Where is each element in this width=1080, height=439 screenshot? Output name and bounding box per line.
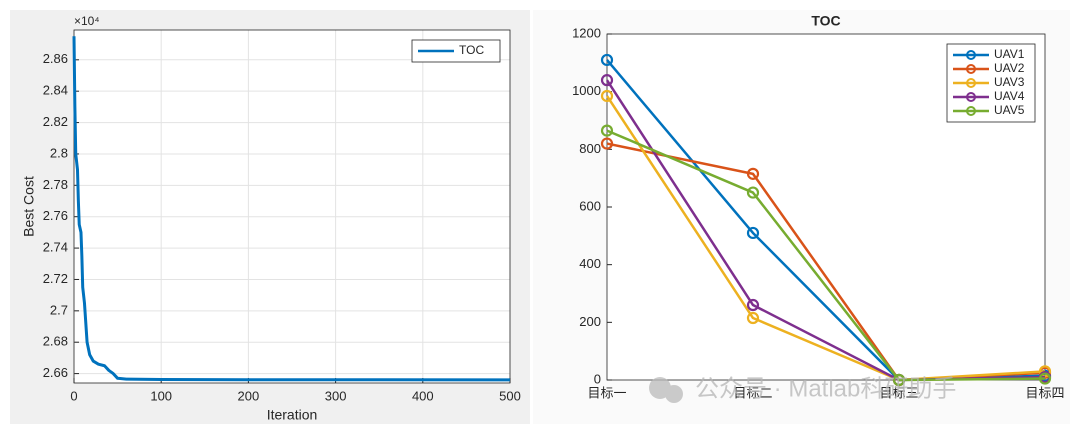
y-tick-label: 1000: [572, 83, 601, 98]
legend-marker: [966, 64, 976, 74]
y-axis-label: Best Cost: [21, 176, 37, 237]
y-tick-label: 2.74: [43, 240, 68, 255]
data-point: [746, 311, 760, 325]
chart-title: TOC: [811, 13, 840, 29]
y-tick-label: 400: [579, 256, 601, 271]
legend-label: UAV5: [994, 103, 1025, 117]
y-tick-label: 600: [579, 198, 601, 213]
legend-label: UAV2: [994, 61, 1025, 75]
x-tick-label: 100: [150, 388, 172, 403]
axes-background: [74, 30, 510, 383]
y-tick-label: 1200: [572, 25, 601, 40]
y-tick-label: 2.78: [43, 177, 68, 192]
axes-box: [606, 33, 1046, 381]
data-point: [600, 124, 614, 137]
data-point: [600, 137, 614, 150]
y-tick-label: 2.86: [43, 51, 68, 66]
series-line: [605, 95, 1046, 382]
y-exponent: ×10⁴: [74, 14, 100, 28]
data-point: [1038, 372, 1052, 385]
y-tick-label: 2.76: [43, 208, 68, 223]
data-point: [1038, 365, 1052, 378]
legend-marker: [966, 78, 976, 88]
x-tick-label: 400: [412, 388, 434, 403]
legend-label: UAV3: [994, 75, 1025, 89]
x-tick-label: 500: [499, 388, 521, 403]
watermark-text: 公众号 · Matlab科研助手: [695, 375, 956, 402]
x-tick-label: 300: [325, 388, 347, 403]
legend-box: [411, 39, 501, 63]
legend-marker: [966, 92, 976, 102]
series-line: [606, 129, 1046, 382]
y-tick-label: 0: [594, 371, 601, 386]
legend-label: UAV1: [994, 47, 1025, 61]
watermark-icon: [665, 385, 683, 403]
x-axis-label: Iteration: [267, 407, 318, 423]
y-tick-label: 2.8: [50, 145, 68, 160]
x-tick-label: 0: [70, 388, 77, 403]
y-tick-label: 2.66: [43, 365, 68, 380]
series-line: [72, 36, 511, 382]
data-point: [600, 74, 614, 87]
x-tick-label: 目标一: [587, 385, 626, 400]
data-point: [892, 373, 906, 387]
y-tick-label: 2.72: [43, 271, 68, 286]
y-tick-label: 2.68: [43, 334, 68, 349]
legend-marker: [966, 50, 976, 60]
data-point: [746, 186, 760, 199]
y-tick-label: 2.84: [43, 83, 68, 98]
x-tick-label: 目标四: [1025, 385, 1064, 400]
x-tick-label: 目标二: [733, 385, 772, 400]
data-point: [600, 53, 614, 67]
data-point: [746, 298, 760, 312]
data-point: [746, 167, 760, 180]
legend-label: UAV4: [994, 89, 1025, 103]
x-tick-label: 200: [238, 388, 260, 403]
charts: 2.66 2.68 2.7 2.72 2.74 2.76 2.78 2.8 2.82 2.84 2.…: [21, 13, 1065, 423]
y-tick-label: 200: [579, 314, 601, 329]
y-tick-label: 2.7: [50, 302, 68, 317]
watermark: 公众号 · Matlab科研助手: [649, 375, 956, 403]
axes-box: [73, 29, 511, 384]
x-tick-label: 目标三: [879, 385, 918, 400]
data-point: [746, 226, 760, 240]
y-tick-label: 2.82: [43, 114, 68, 129]
legend-label: TOC: [459, 43, 484, 57]
y-tick-label: 800: [579, 141, 601, 156]
data-point: [600, 89, 614, 103]
legend-marker: [966, 106, 976, 116]
